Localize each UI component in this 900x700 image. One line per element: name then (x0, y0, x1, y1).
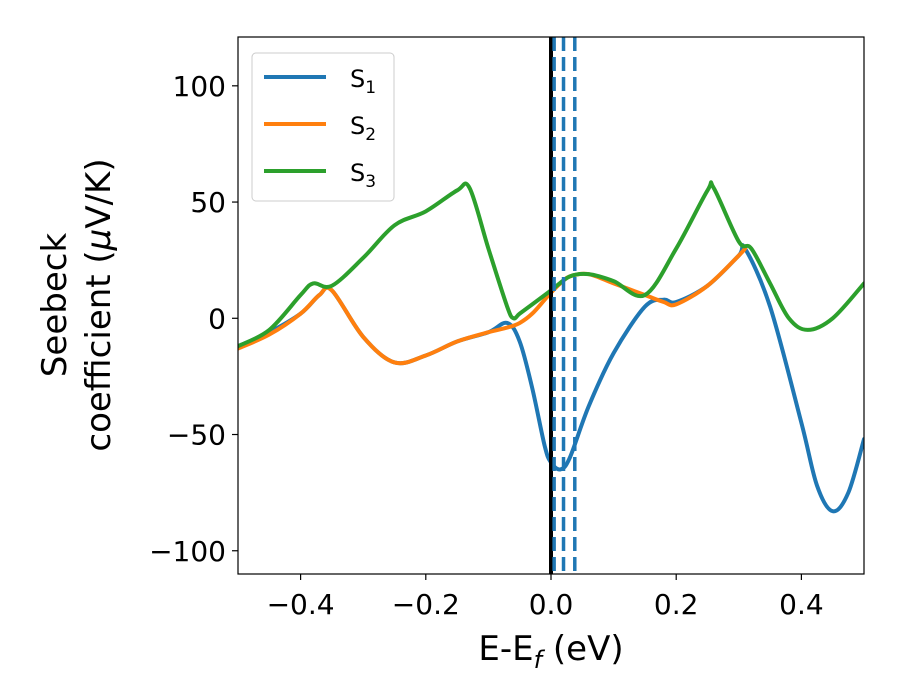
y-axis-label-line1: Seebeck (35, 233, 75, 378)
legend-label-s2-base: S (350, 112, 365, 140)
x-axis-label: E-Ef (eV) (478, 629, 623, 674)
legend-label-s2: S2 (350, 112, 376, 145)
legend-label-s3: S3 (350, 159, 376, 192)
series-line-s3 (238, 180, 864, 349)
series-line-s2 (238, 246, 748, 366)
y-tick-label: −100 (149, 535, 226, 568)
y-axis-label-mu: μ (79, 229, 119, 252)
y-tick-label: 50 (190, 186, 226, 219)
x-axis-label-suffix: (eV) (542, 629, 624, 669)
x-axis: −0.4 −0.2 0.0 0.2 0.4 (267, 574, 824, 621)
x-tick-label: 0.2 (654, 588, 699, 621)
legend-label-s1-sub: 1 (365, 78, 376, 98)
legend-label-s3-sub: 3 (365, 172, 376, 192)
x-axis-label-base: E-E (478, 629, 533, 669)
x-tick-label: −0.4 (267, 588, 335, 621)
legend-label-s3-base: S (350, 159, 365, 187)
legend-label-s1-base: S (350, 65, 365, 93)
legend: S1 S2 S3 (251, 52, 395, 202)
y-axis: −100 −50 0 50 100 (149, 70, 238, 568)
legend-box (251, 52, 395, 202)
y-axis-label: Seebeck coefficient (μV/K) (35, 158, 119, 451)
legend-label-s2-sub: 2 (365, 125, 376, 145)
y-axis-label-prefix: coefficient ( (79, 250, 119, 451)
vline-layer (549, 37, 577, 574)
y-tick-label: 0 (208, 302, 226, 335)
y-axis-label-unit: V/K) (79, 158, 119, 228)
x-tick-label: 0.0 (529, 588, 574, 621)
series-layer (238, 180, 864, 514)
y-axis-label-line2: coefficient (μV/K) (79, 158, 119, 451)
y-tick-label: 100 (173, 70, 226, 103)
legend-label-s1: S1 (350, 65, 376, 98)
x-tick-label: 0.4 (779, 588, 824, 621)
y-tick-label: −50 (167, 419, 226, 452)
x-tick-label: −0.2 (392, 588, 460, 621)
